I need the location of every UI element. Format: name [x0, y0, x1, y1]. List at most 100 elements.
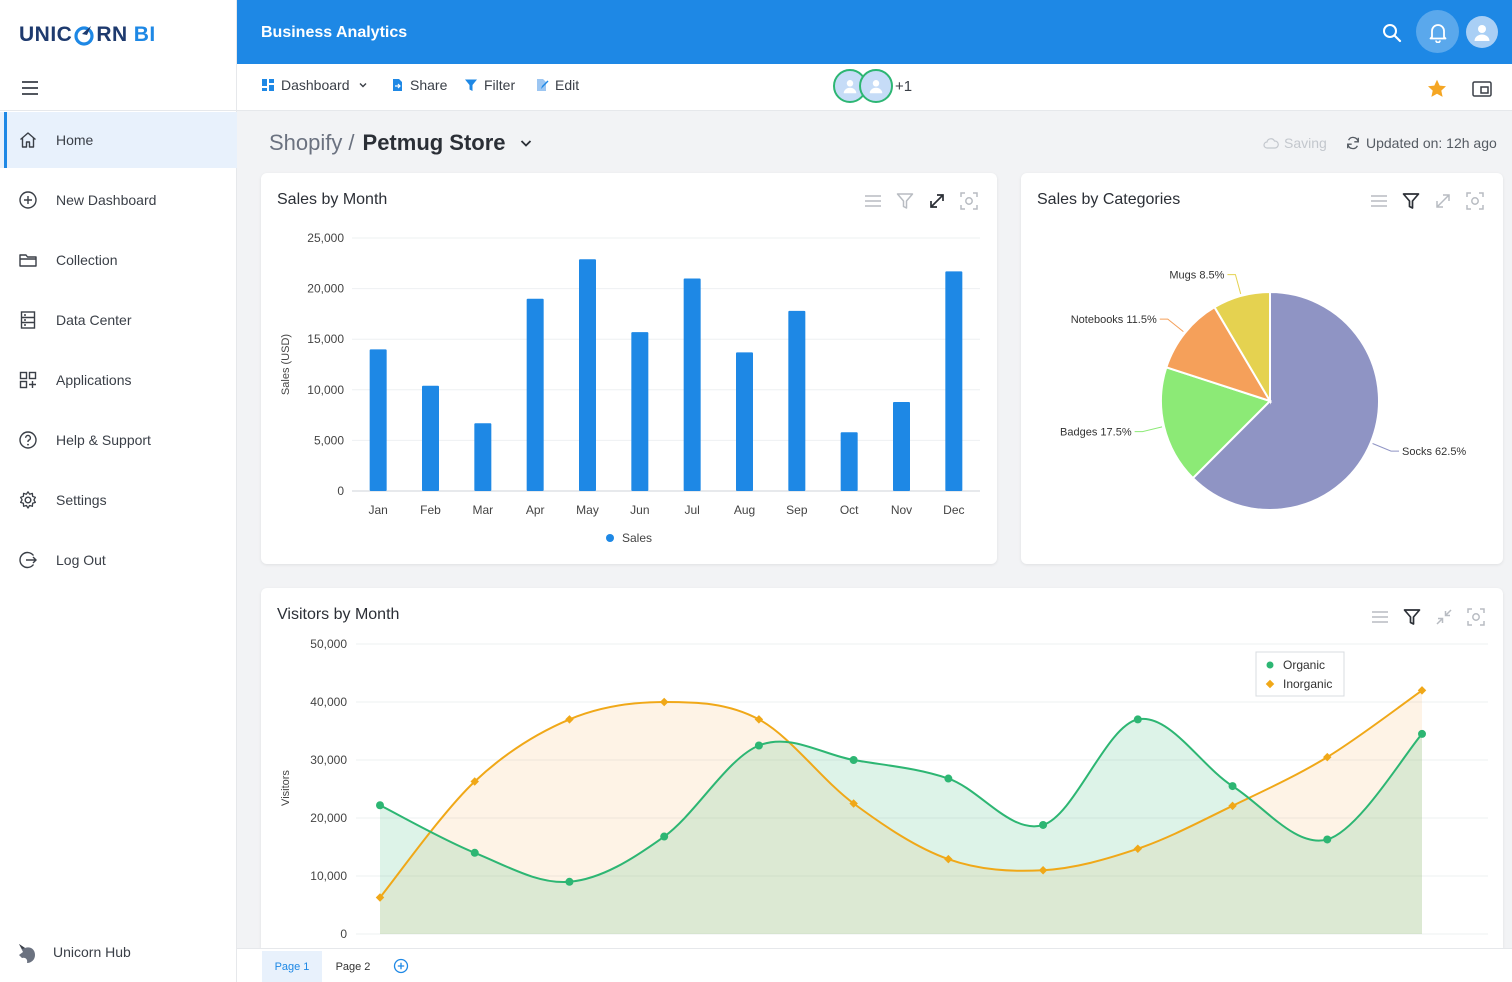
y-tick-label: 20,000 — [307, 282, 344, 296]
collaborators[interactable]: +1 — [833, 69, 912, 103]
search-icon[interactable] — [1381, 22, 1403, 44]
data-point-inorganic — [375, 893, 385, 902]
breadcrumb-parent[interactable]: Shopify — [269, 130, 343, 155]
y-tick-label: 0 — [337, 484, 344, 498]
menu-icon[interactable] — [863, 191, 883, 211]
sidebar-item-label: Settings — [56, 492, 107, 508]
area-fill-inorganic — [380, 690, 1422, 934]
page-tab-1[interactable]: Page 1 — [262, 951, 322, 982]
pie-label-mugs: Mugs 8.5% — [1169, 270, 1224, 282]
pie-leader-line — [1227, 274, 1242, 295]
refresh-icon[interactable] — [1346, 136, 1360, 150]
pie-slice-socks — [1191, 290, 1380, 511]
data-point-organic — [376, 801, 384, 810]
bar-sep — [788, 310, 806, 491]
edit-button[interactable]: Edit — [535, 77, 579, 93]
legend-label-sales: Sales — [622, 531, 652, 545]
user-icon — [869, 80, 883, 94]
sidebar-item-applications[interactable]: Applications — [0, 352, 237, 408]
x-tick-label: Feb — [420, 503, 441, 517]
sales-by-categories-card: Socks 62.5% Badges 17.5% Notebooks 11.5% Mu… — [1021, 173, 1503, 564]
home-icon — [20, 132, 36, 148]
filter-icon[interactable] — [895, 191, 915, 211]
sidebar-item-log-out[interactable]: Log Out — [0, 532, 237, 588]
data-point-organic — [754, 741, 763, 750]
sidebar-item-collection[interactable]: Collection — [0, 232, 237, 288]
data-point-organic — [849, 756, 858, 764]
y-tick-label: 40,000 — [310, 695, 347, 709]
dashboard-toolbar: Dashboard Share Filter Edit +1 — [237, 64, 1512, 111]
share-icon — [393, 79, 402, 91]
sidebar-item-settings[interactable]: Settings — [0, 472, 237, 528]
x-tick-label: Mar — [472, 503, 493, 517]
folder-icon — [19, 254, 37, 267]
saving-label: Saving — [1284, 135, 1327, 151]
share-button[interactable]: Share — [390, 77, 447, 93]
sidebar-item-label: Collection — [56, 252, 118, 268]
star-icon[interactable] — [1426, 78, 1448, 100]
sidebar-item-label: Log Out — [56, 552, 106, 568]
edit-label: Edit — [555, 77, 580, 93]
collapse-icon[interactable] — [1434, 607, 1454, 627]
card-title: Sales by Categories — [1037, 191, 1181, 208]
sales-pie-chart: Socks 62.5% Badges 17.5% Notebooks 11.5% Mu… — [1060, 270, 1466, 511]
filter-icon[interactable] — [1401, 191, 1421, 211]
filter-icon[interactable] — [1402, 607, 1422, 627]
legend-box — [1255, 651, 1345, 697]
bar-nov — [893, 401, 910, 491]
page-tab-2[interactable]: Page 2 — [335, 961, 371, 973]
y-tick-label: 10,000 — [307, 383, 344, 397]
filter-label: Filter — [484, 77, 516, 93]
bar-feb — [422, 385, 439, 491]
sidebar-item-help-support[interactable]: Help & Support — [0, 412, 237, 468]
bar-apr — [526, 298, 544, 491]
app-title: Business Analytics — [261, 24, 408, 41]
pie-label-badges: Badges 17.5% — [1060, 427, 1132, 439]
user-avatar[interactable] — [1466, 16, 1498, 48]
data-point-inorganic — [1133, 844, 1143, 853]
bell-icon — [1429, 23, 1446, 43]
grid-icon — [19, 371, 37, 389]
menu-icon[interactable] — [1370, 607, 1390, 627]
y-tick-label: 50,000 — [310, 637, 347, 651]
x-tick-label: Aug — [734, 503, 755, 517]
pie-leader-line — [1134, 426, 1163, 433]
x-tick-label: Sep — [786, 503, 808, 517]
sidebar-item-data-center[interactable]: Data Center — [0, 292, 237, 348]
sidebar-item-new-dashboard[interactable]: New Dashboard — [0, 172, 237, 228]
store-dropdown-chevron-icon[interactable] — [518, 135, 534, 151]
sidebar-item-label: New Dashboard — [56, 192, 157, 208]
dashboard-icon — [262, 79, 274, 91]
menu-icon[interactable] — [20, 78, 40, 98]
data-point-organic — [660, 832, 669, 841]
dashboard-menu-button[interactable]: Dashboard — [261, 77, 368, 93]
data-point-inorganic — [1228, 801, 1237, 811]
screenshot-icon[interactable] — [1465, 191, 1485, 211]
y-tick-label: 20,000 — [310, 811, 347, 825]
series-line-inorganic — [379, 689, 1423, 899]
filter-button[interactable]: Filter — [464, 77, 515, 93]
y-tick-label: 25,000 — [307, 231, 344, 245]
unicorn-hub-link[interactable]: Unicorn Hub — [16, 940, 131, 964]
layout-icon[interactable] — [1471, 78, 1493, 100]
pie-label-socks: Socks 62.5% — [1402, 446, 1466, 458]
sidebar-item-label: Home — [56, 132, 94, 148]
brand-logo[interactable]: UNIC RN BI — [19, 20, 156, 50]
data-point-organic — [1418, 729, 1426, 738]
expand-icon[interactable] — [1433, 191, 1453, 211]
sidebar-item-label: Help & Support — [56, 432, 151, 448]
expand-icon[interactable] — [927, 191, 947, 211]
data-point-inorganic — [1038, 865, 1048, 875]
y-tick-label: 30,000 — [310, 753, 347, 767]
data-point-organic — [944, 774, 953, 783]
add-page-icon[interactable] — [393, 958, 409, 974]
sidebar-item-home[interactable]: Home — [0, 112, 237, 168]
pie-slice-mugs — [1213, 290, 1271, 405]
card-title: Sales by Month — [277, 191, 388, 208]
filter-icon — [465, 79, 477, 91]
screenshot-icon[interactable] — [1466, 607, 1486, 627]
menu-icon[interactable] — [1369, 191, 1389, 211]
screenshot-icon[interactable] — [959, 191, 979, 211]
bar-jun — [631, 332, 649, 491]
notifications-button[interactable] — [1416, 10, 1459, 53]
